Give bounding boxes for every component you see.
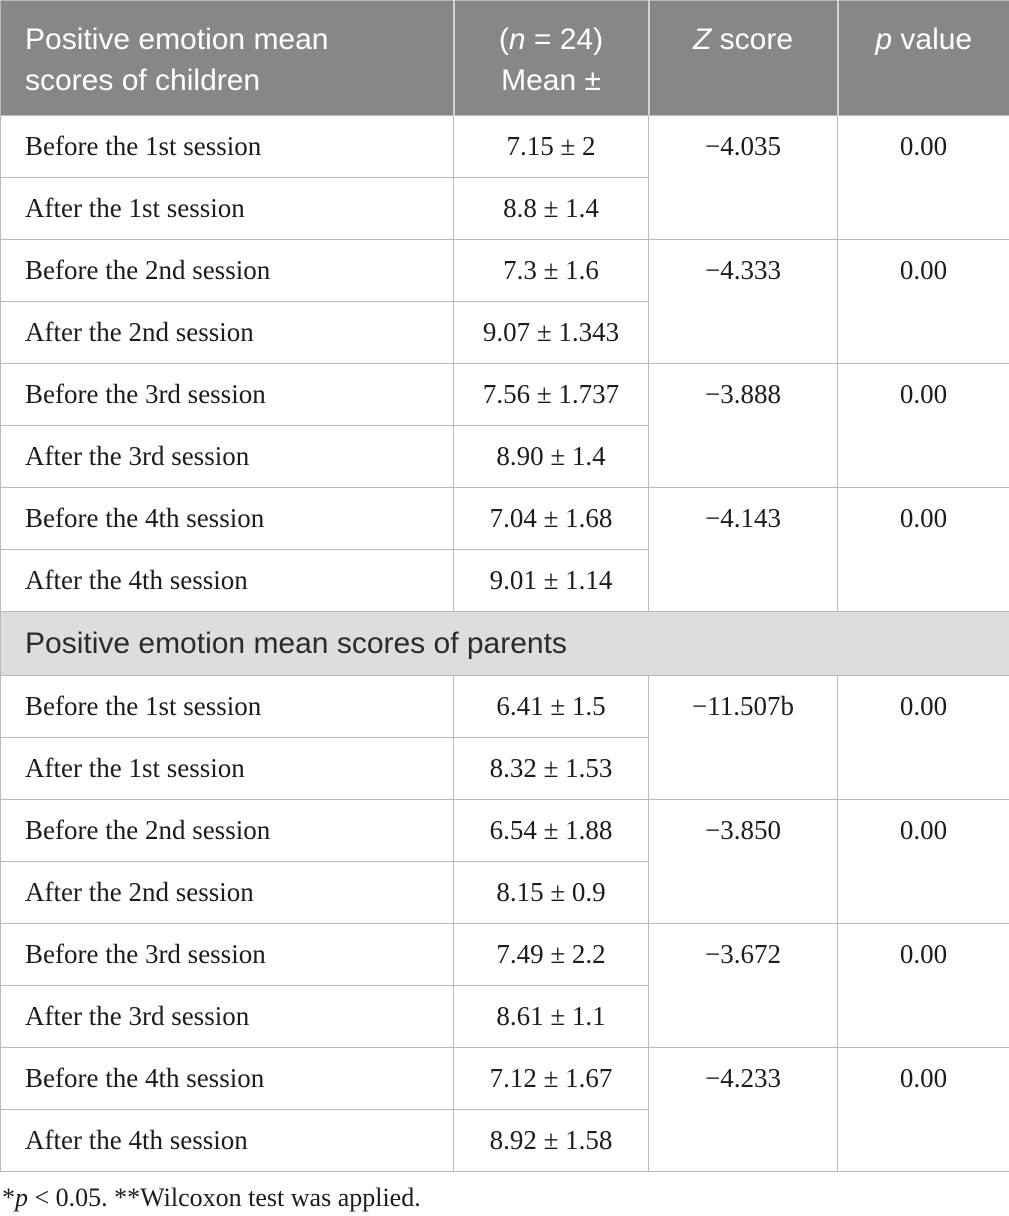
- p-value: 0.00: [837, 363, 1009, 488]
- footnote-text: < 0.05. **Wilcoxon test was applied.: [28, 1183, 421, 1212]
- row-label: Before the 3rd session: [0, 923, 454, 986]
- footnote-p-italic: p: [15, 1183, 28, 1212]
- table-row: After the 1st session 8.8 ± 1.4: [0, 177, 1009, 240]
- row-label: After the 2nd session: [0, 301, 454, 364]
- mean-value: 8.61 ± 1.1: [453, 985, 649, 1048]
- p-value: 0.00: [837, 799, 1009, 924]
- p-value: 0.00: [837, 487, 1009, 612]
- mean-value: 9.07 ± 1.343: [453, 301, 649, 364]
- p-value: 0.00: [837, 1047, 1009, 1172]
- table-row: Before the 3rd session 7.49 ± 2.2 −3.672…: [0, 923, 1009, 1048]
- z-score-value: −4.233: [648, 1047, 838, 1172]
- table-row: After the 3rd session 8.61 ± 1.1: [0, 985, 1009, 1048]
- mean-value: 8.32 ± 1.53: [453, 737, 649, 800]
- z-score-value: −3.850: [648, 799, 838, 924]
- table-row: Before the 1st session 6.41 ± 1.5 −11.50…: [0, 675, 1009, 800]
- header-p-value-column: p value: [836, 0, 1009, 116]
- z-score-value: −4.333: [648, 239, 838, 364]
- row-label: After the 2nd session: [0, 861, 454, 924]
- mean-value: 6.54 ± 1.88: [453, 799, 649, 862]
- row-label: Before the 1st session: [0, 675, 454, 738]
- table-row: Before the 2nd session 6.54 ± 1.88 −3.85…: [0, 799, 1009, 924]
- mean-value: 8.8 ± 1.4: [453, 177, 649, 240]
- row-label: After the 3rd session: [0, 985, 454, 1048]
- mean-value: 7.3 ± 1.6: [453, 239, 649, 302]
- row-label: Before the 2nd session: [0, 239, 454, 302]
- mean-value: 7.12 ± 1.67: [453, 1047, 649, 1110]
- mean-value: 8.90 ± 1.4: [453, 425, 649, 488]
- mean-value: 9.01 ± 1.14: [453, 549, 649, 612]
- row-label: Before the 2nd session: [0, 799, 454, 862]
- table-row: Before the 3rd session 7.56 ± 1.737 −3.8…: [0, 363, 1009, 488]
- table-row: Before the 1st session 7.15 ± 2 −4.035 0…: [0, 115, 1009, 240]
- mean-value: 6.41 ± 1.5: [453, 675, 649, 738]
- table-row: After the 4th session 9.01 ± 1.14: [0, 549, 1009, 612]
- z-score-value: −3.888: [648, 363, 838, 488]
- footnote-asterisk: *: [2, 1183, 15, 1212]
- row-label: After the 1st session: [0, 737, 454, 800]
- header-z-italic: Z: [692, 23, 712, 56]
- header-mean-n-pre: (: [498, 23, 509, 56]
- table-footnote: *p < 0.05. **Wilcoxon test was applied.: [0, 1172, 1009, 1213]
- row-label: After the 4th session: [0, 549, 454, 612]
- header-p-rest: value: [892, 23, 973, 56]
- parents-section-title: Positive emotion mean scores of parents: [0, 611, 1009, 676]
- header-mean-column: (n = 24) Mean ±: [452, 0, 649, 116]
- mean-value: 8.15 ± 0.9: [453, 861, 649, 924]
- row-label: Before the 4th session: [0, 487, 454, 550]
- table-row: After the 2nd session 8.15 ± 0.9: [0, 861, 1009, 924]
- row-label: After the 3rd session: [0, 425, 454, 488]
- z-score-value: −4.035: [648, 115, 838, 240]
- p-value: 0.00: [837, 115, 1009, 240]
- results-table: Positive emotion mean scores of children…: [0, 0, 1009, 1172]
- mean-value: 7.49 ± 2.2: [453, 923, 649, 986]
- z-score-value: −4.143: [648, 487, 838, 612]
- row-label: Before the 1st session: [0, 115, 454, 178]
- mean-value: 8.92 ± 1.58: [453, 1109, 649, 1172]
- table-row: After the 4th session 8.92 ± 1.58: [0, 1109, 1009, 1172]
- mean-value: 7.04 ± 1.68: [453, 487, 649, 550]
- p-value: 0.00: [837, 239, 1009, 364]
- header-children-title: Positive emotion mean scores of children: [0, 0, 454, 116]
- table-row: Before the 4th session 7.12 ± 1.67 −4.23…: [0, 1047, 1009, 1172]
- p-value: 0.00: [837, 923, 1009, 1048]
- p-value: 0.00: [837, 675, 1009, 800]
- z-score-value: −11.507b: [648, 675, 838, 800]
- row-label: After the 1st session: [0, 177, 454, 240]
- row-label: Before the 4th session: [0, 1047, 454, 1110]
- table-row: Before the 2nd session 7.3 ± 1.6 −4.333 …: [0, 239, 1009, 364]
- row-label: Before the 3rd session: [0, 363, 454, 426]
- row-label: After the 4th session: [0, 1109, 454, 1172]
- section-header-row: Positive emotion mean scores of parents: [0, 611, 1009, 676]
- header-p-italic: p: [875, 23, 893, 56]
- header-mean-line2: Mean ±: [501, 64, 601, 97]
- mean-value: 7.56 ± 1.737: [453, 363, 649, 426]
- header-mean-n-post: = 24): [525, 23, 604, 56]
- table-row: Before the 4th session 7.04 ± 1.68 −4.14…: [0, 487, 1009, 612]
- header-mean-n: n: [508, 23, 526, 56]
- mean-value: 7.15 ± 2: [453, 115, 649, 178]
- z-score-value: −3.672: [648, 923, 838, 1048]
- header-z-score-column: Z score: [647, 0, 838, 116]
- table-header-row: Positive emotion mean scores of children…: [0, 0, 1009, 116]
- header-z-rest: score: [711, 23, 794, 56]
- table-row: After the 3rd session 8.90 ± 1.4: [0, 425, 1009, 488]
- table-row: After the 1st session 8.32 ± 1.53: [0, 737, 1009, 800]
